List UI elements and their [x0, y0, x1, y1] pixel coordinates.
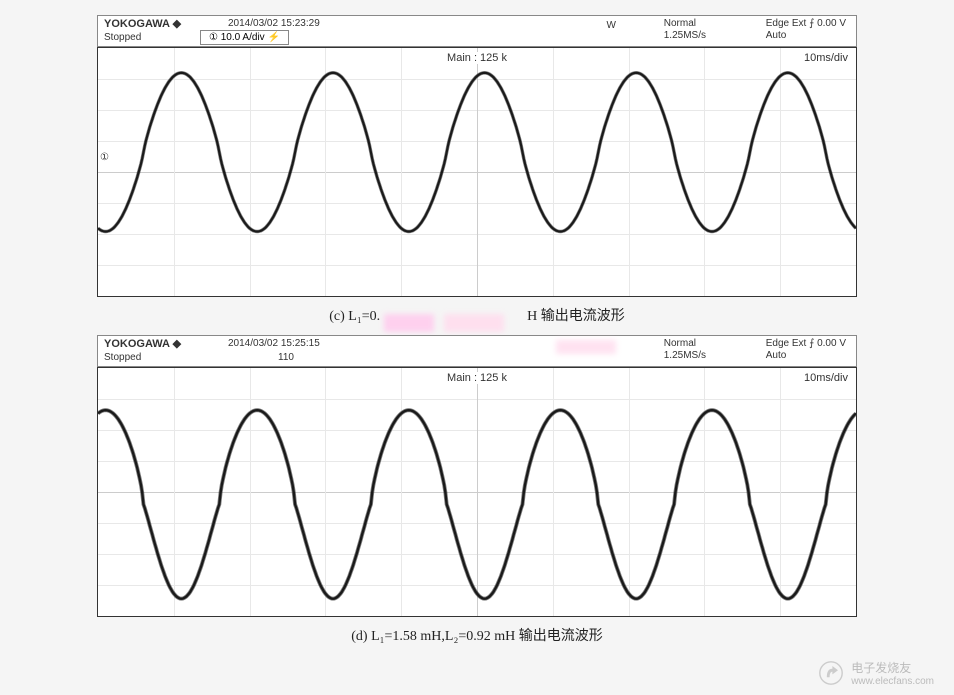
elecfans-logo-icon: [817, 659, 845, 687]
trigger-mode-label: Auto: [766, 350, 846, 362]
sample-rate-label: 1.25MS/s: [664, 30, 706, 42]
datetime-label: 2014/03/02 15:23:29: [228, 18, 320, 29]
timediv-label: 10ms/div: [804, 372, 848, 384]
watermark-text: 电子发烧友: [851, 659, 934, 676]
status-label: Stopped: [104, 352, 181, 364]
caption-c-prefix: (c) L₁=0.: [329, 309, 380, 324]
scope-d-display: Main : 125 k 10ms/div: [97, 367, 857, 617]
scope-c-display: Main : 125 k 10ms/div ①: [97, 47, 857, 297]
mid-char: [556, 340, 616, 357]
censor-block: [384, 314, 434, 332]
count-label: 110: [278, 352, 294, 363]
sample-info: Normal 1.25MS/s: [664, 338, 706, 362]
main-label: Main : 125 k: [443, 52, 511, 64]
waveform-d: [98, 368, 856, 616]
oscilloscope-d: YOKOGAWA ◆ Stopped 2014/03/02 15:25:15 1…: [97, 335, 857, 617]
censor-block: [556, 340, 616, 354]
trigger-info: Edge Ext ⨍ 0.00 V Auto: [766, 18, 846, 42]
scope-d-header: YOKOGAWA ◆ Stopped 2014/03/02 15:25:15 1…: [97, 335, 857, 367]
sample-info: Normal 1.25MS/s: [664, 18, 706, 42]
caption-c: (c) L₁=0. H 输出电流波形: [20, 305, 934, 325]
brand-label: YOKOGAWA ◆: [104, 18, 181, 31]
mode-label: Normal: [664, 18, 706, 30]
censor-block: [444, 314, 504, 332]
status-label: Stopped: [104, 32, 181, 44]
main-label: Main : 125 k: [443, 372, 511, 384]
timediv-label: 10ms/div: [804, 52, 848, 64]
sample-rate-label: 1.25MS/s: [664, 350, 706, 362]
brand-label: YOKOGAWA ◆: [104, 338, 181, 351]
waveform-c: [98, 48, 856, 296]
trigger-mode-label: Auto: [766, 30, 846, 42]
mode-label: Normal: [664, 338, 706, 350]
caption-d: (d) L₁=1.58 mH,L₂=0.92 mH 输出电流波形: [20, 625, 934, 645]
watermark: 电子发烧友 www.elecfans.com: [817, 659, 934, 687]
oscilloscope-c: YOKOGAWA ◆ Stopped 2014/03/02 15:23:29 6…: [97, 15, 857, 297]
trigger-label: Edge Ext ⨍ 0.00 V: [766, 18, 846, 30]
scale-box-d: ① 10.0 A/div ⚡: [200, 30, 289, 45]
watermark-url: www.elecfans.com: [851, 676, 934, 687]
trigger-label: Edge Ext ⨍ 0.00 V: [766, 338, 846, 350]
trigger-info: Edge Ext ⨍ 0.00 V Auto: [766, 338, 846, 362]
caption-c-suffix: H 输出电流波形: [527, 309, 625, 324]
datetime-label: 2014/03/02 15:25:15: [228, 338, 320, 349]
mid-char: W: [607, 20, 616, 31]
channel-marker: ①: [100, 152, 109, 163]
